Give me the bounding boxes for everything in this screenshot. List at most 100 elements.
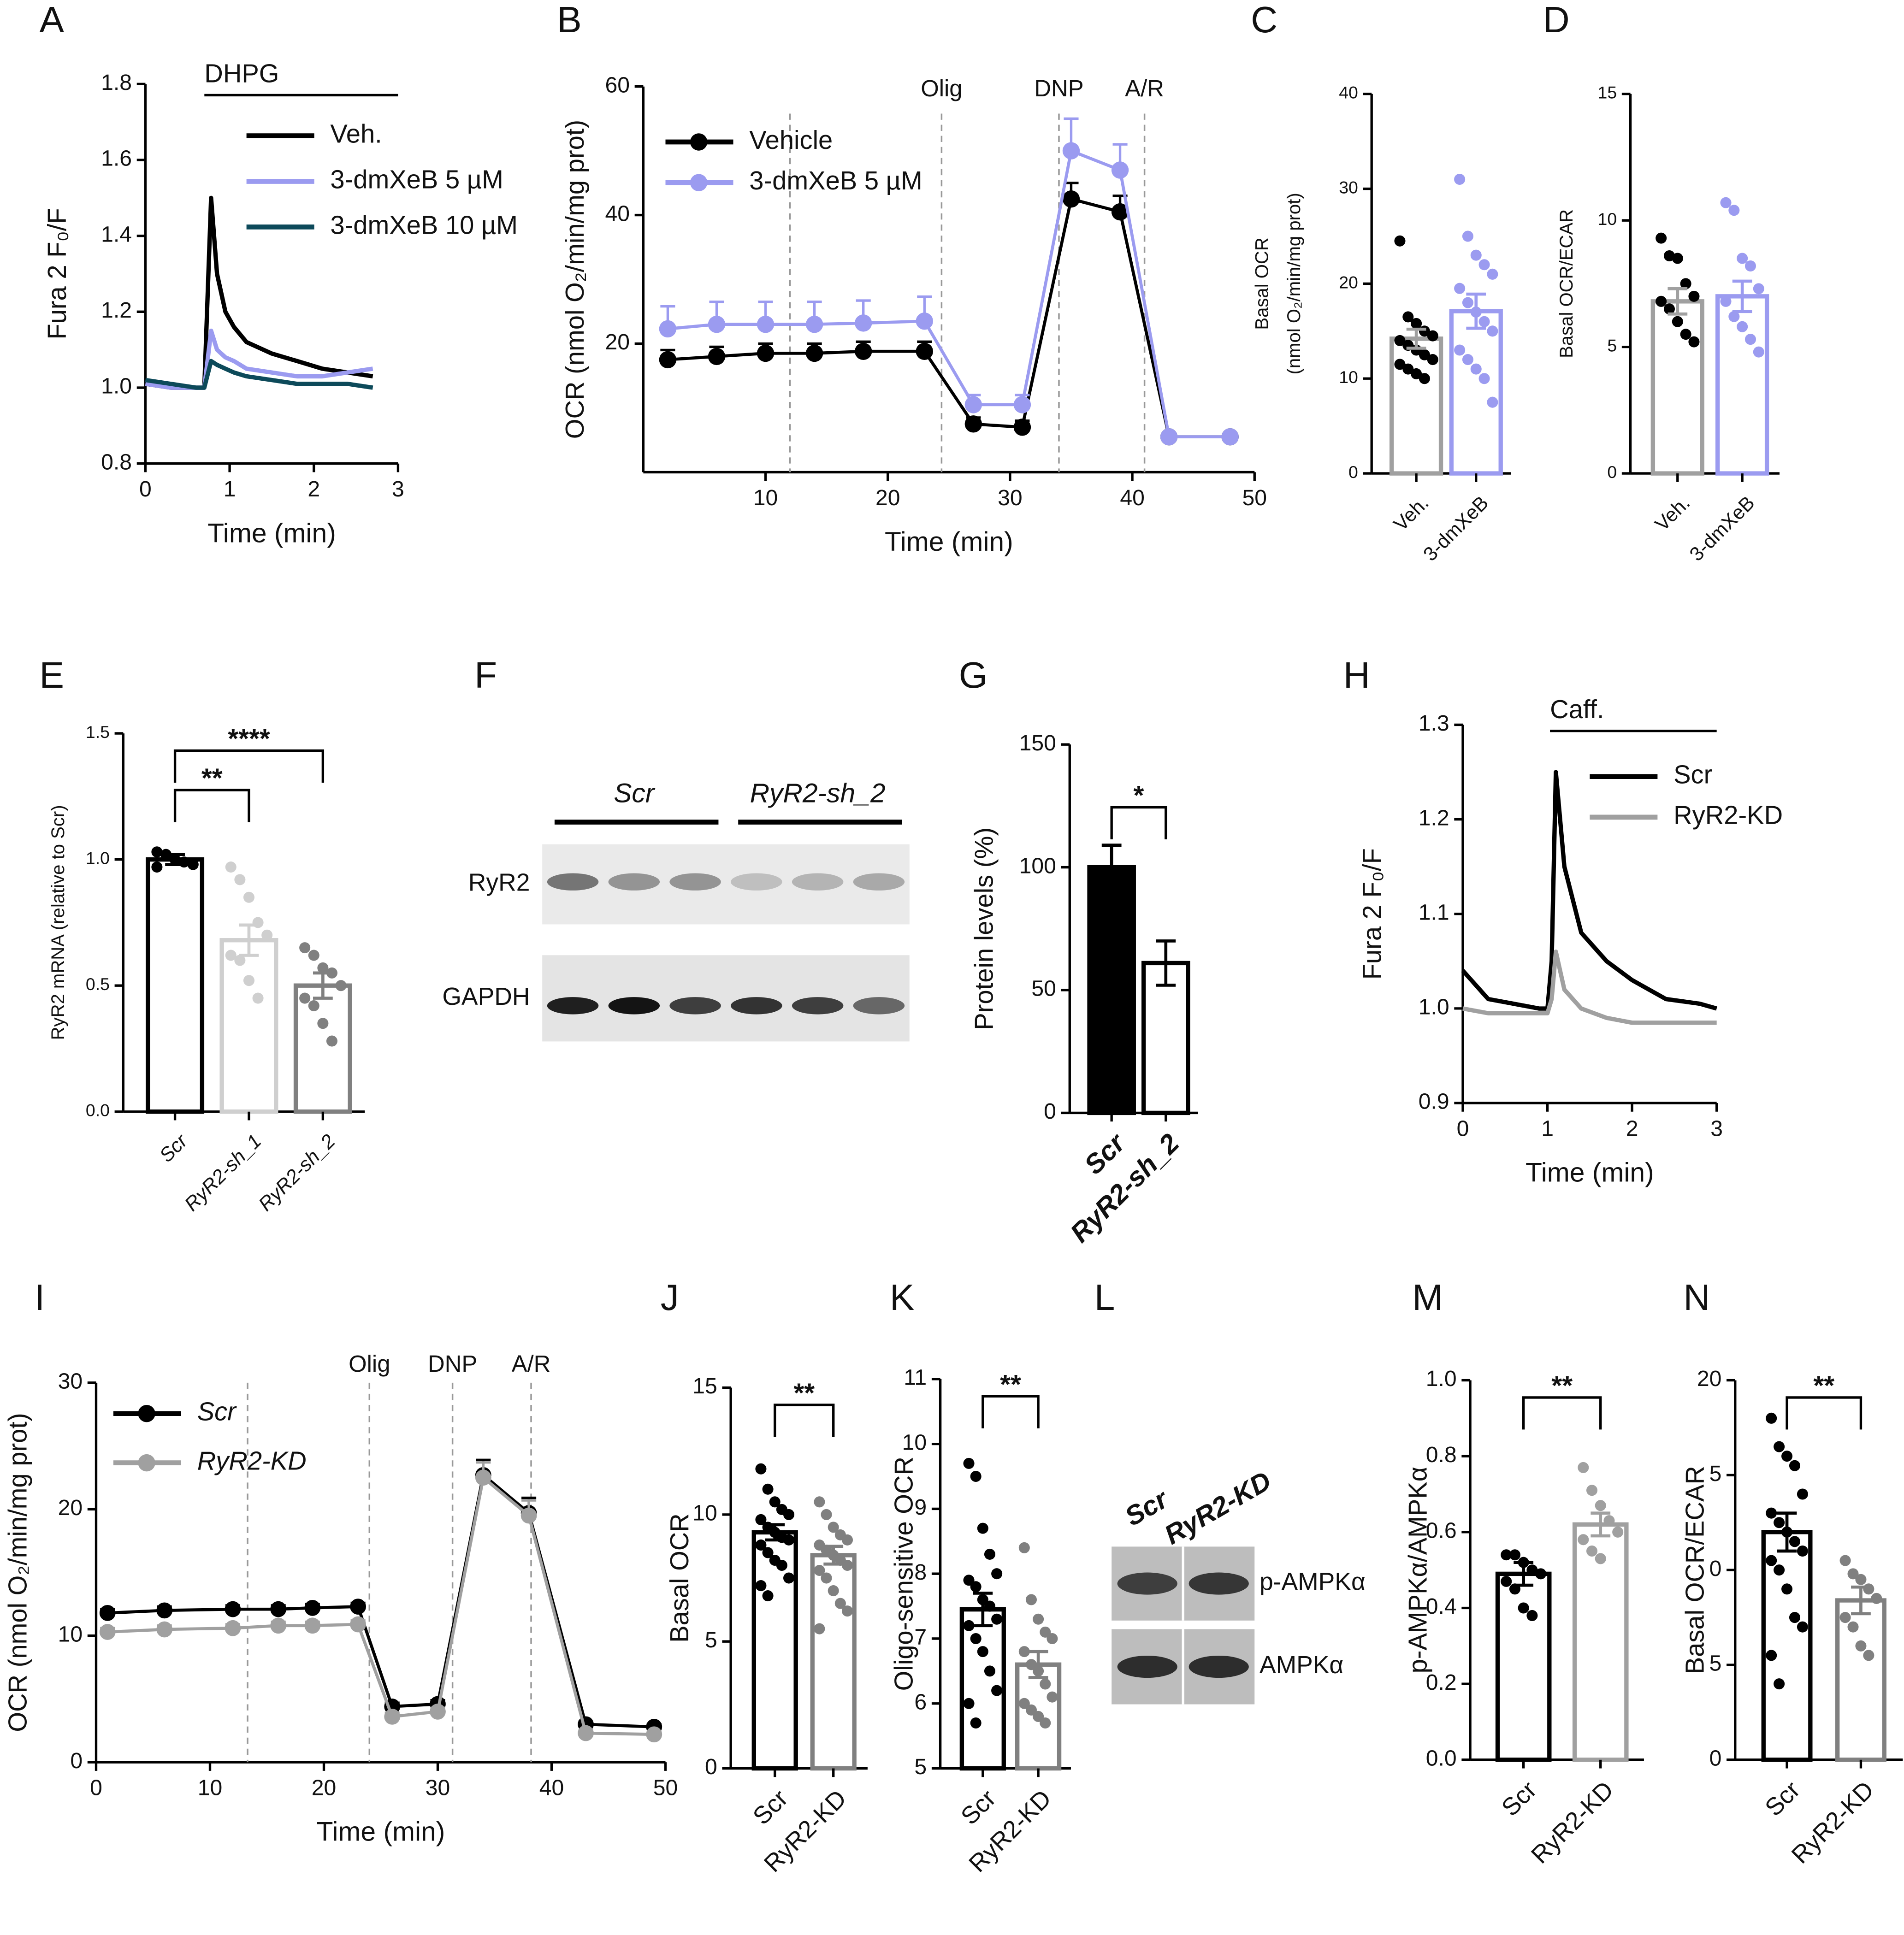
x-axis-label: Time (min) [1526, 1158, 1654, 1188]
data-point [1728, 205, 1740, 216]
data-point [317, 1018, 329, 1029]
data-point [1863, 1650, 1874, 1661]
event-label: DNP [428, 1351, 477, 1377]
y-tick-label: 1.0 [86, 849, 110, 868]
event-label: Olig [921, 75, 962, 101]
data-point [970, 1633, 982, 1644]
y-axis-label: Basal OCR/ECAR [1680, 1466, 1709, 1674]
data-point [1688, 336, 1700, 348]
data-point [1478, 259, 1490, 271]
y-tick-label: 1.4 [101, 222, 132, 247]
blot-row-label: AMPKα [1259, 1652, 1343, 1679]
y-axis-label: p-AMPKα/AMPKα [1403, 1467, 1432, 1674]
panel-label: J [661, 1276, 679, 1318]
y-tick-label: 10 [1339, 367, 1358, 387]
data-point [1737, 321, 1748, 332]
y-tick-label: 6 [914, 1689, 927, 1714]
data-point [1663, 303, 1675, 315]
data-point [1774, 1441, 1785, 1452]
panel-label: N [1684, 1276, 1710, 1318]
y-tick-label: 1.2 [1419, 805, 1449, 830]
x-axis-label: Time (min) [207, 518, 336, 548]
legend-marker [690, 174, 708, 191]
data-point [1871, 1593, 1882, 1604]
marker [430, 1704, 446, 1720]
y-tick-label: 1.0 [1426, 1366, 1457, 1391]
data-point [1753, 283, 1764, 295]
data-point [1025, 1594, 1037, 1605]
marker [270, 1601, 287, 1617]
data-point [1419, 373, 1430, 384]
data-point [783, 1509, 795, 1520]
data-point [1603, 1515, 1615, 1527]
x-tick-label: 3 [392, 477, 404, 501]
marker [270, 1617, 287, 1634]
data-point [1753, 346, 1764, 358]
legend-label: RyR2-KD [1673, 801, 1783, 830]
data-point [1462, 297, 1473, 308]
legend-label: Vehicle [749, 125, 833, 154]
data-point [1774, 1517, 1785, 1528]
data-point [1855, 1640, 1867, 1652]
data-point [1411, 368, 1422, 379]
marker [99, 1624, 116, 1640]
legend-label: Veh. [330, 119, 382, 148]
legend-label: RyR2-KD [197, 1446, 307, 1475]
x-tick-label: 20 [312, 1776, 337, 1800]
significance-label: ** [1813, 1371, 1834, 1401]
data-point [769, 1496, 781, 1508]
y-tick-label: 1.0 [101, 374, 132, 399]
y-tick-label: 1.5 [86, 722, 110, 742]
data-point [1774, 1678, 1785, 1690]
blot-group-label: Scr [614, 778, 656, 808]
panel-label: E [40, 654, 65, 696]
data-point [1454, 283, 1466, 294]
data-point [1040, 1717, 1051, 1729]
bar [1495, 1571, 1552, 1762]
blot-band [853, 873, 905, 891]
y-tick-label: 1.8 [101, 70, 132, 95]
legend-marker [690, 133, 708, 151]
bar [146, 857, 205, 1114]
data-point [991, 1613, 1003, 1625]
data-point [1462, 230, 1473, 242]
data-point [970, 1717, 982, 1729]
y-axis-label: Basal OCR/ECAR [1556, 209, 1577, 358]
data-point [963, 1620, 975, 1631]
data-point [1744, 334, 1756, 345]
series-line [1461, 770, 1717, 1011]
data-point [984, 1600, 996, 1612]
y-tick-label: 0 [1709, 1556, 1722, 1581]
data-point [1470, 249, 1482, 261]
panel-label: H [1343, 654, 1370, 696]
data-point [1454, 173, 1466, 185]
marker [350, 1616, 366, 1633]
marker [916, 312, 933, 330]
y-tick-label: 10 [692, 1501, 717, 1526]
panel-label: M [1412, 1276, 1443, 1318]
blot-band [731, 873, 782, 891]
legend-label: 3-dmXeB 5 µM [330, 165, 503, 194]
y-tick-label: 100 [1019, 853, 1056, 878]
y-tick-label: 0 [70, 1748, 83, 1773]
y-tick-label: 0 [1348, 462, 1358, 482]
y-axis-label: RyR2 mRNA (relative to Scr) [48, 805, 68, 1040]
marker [854, 342, 872, 360]
blot-band [1117, 1572, 1177, 1595]
y-axis-label: Basal OCR [665, 1513, 694, 1643]
data-point [1744, 260, 1756, 272]
blot-row-label: RyR2 [468, 869, 530, 897]
blot-band [1189, 1572, 1249, 1595]
significance-label: ** [1000, 1369, 1021, 1399]
data-point [1680, 329, 1691, 340]
y-tick-label: 15 [692, 1374, 717, 1398]
data-point [1789, 1536, 1801, 1547]
blot-band [731, 997, 782, 1015]
data-point [821, 1572, 832, 1584]
data-point [1766, 1412, 1777, 1424]
data-point [1737, 253, 1748, 264]
data-point [1535, 1568, 1547, 1580]
legend-marker [138, 1404, 155, 1422]
blot-band [547, 997, 599, 1015]
y-tick-label: 9 [914, 1495, 927, 1520]
